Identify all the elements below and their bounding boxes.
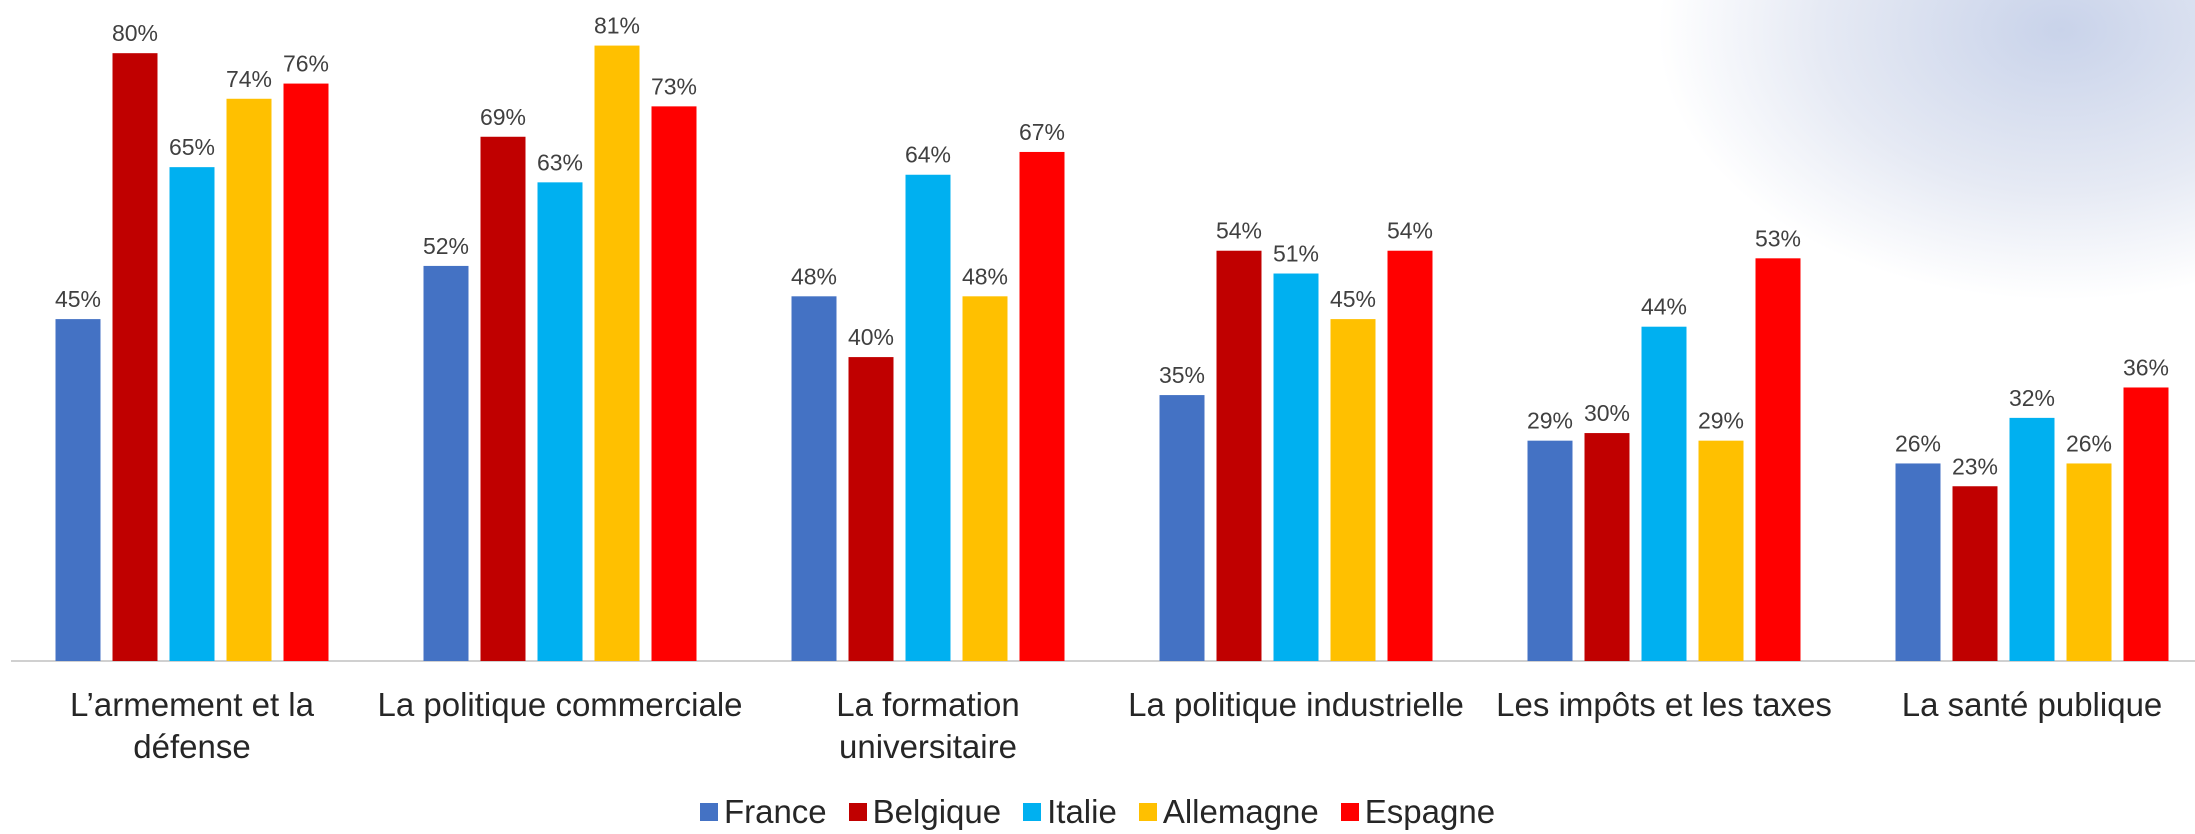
value-label: 54% <box>1387 218 1433 244</box>
value-label: 36% <box>2123 354 2169 380</box>
value-label: 52% <box>423 233 469 259</box>
legend-label: Allemagne <box>1162 793 1319 830</box>
x-tick-label: L’armement et la défense <box>70 686 314 765</box>
value-label: 51% <box>1273 241 1319 267</box>
value-label: 30% <box>1584 400 1630 426</box>
value-label: 32% <box>2009 385 2055 411</box>
legend-swatch <box>699 803 718 821</box>
bar <box>1273 273 1319 661</box>
bar <box>2009 417 2055 661</box>
value-label: 65% <box>169 134 215 160</box>
legend-swatch <box>1138 803 1157 821</box>
bar <box>594 45 640 662</box>
bar <box>1019 151 1065 661</box>
value-label: 67% <box>1019 119 1065 145</box>
value-label: 26% <box>2066 430 2112 456</box>
bar <box>791 296 837 661</box>
bar <box>1895 463 1941 661</box>
value-label: 80% <box>112 20 158 46</box>
value-label: 29% <box>1527 408 1573 434</box>
bar <box>423 265 469 661</box>
value-label: 48% <box>791 263 837 289</box>
legend-item: Allemagne <box>1138 793 1319 831</box>
value-label: 29% <box>1698 408 1744 434</box>
bar <box>2123 387 2169 661</box>
value-label: 45% <box>55 286 101 312</box>
value-label: 76% <box>283 51 329 77</box>
legend-item: France <box>699 793 827 831</box>
value-label: 54% <box>1216 218 1262 244</box>
value-label: 26% <box>1895 430 1941 456</box>
bar <box>1641 326 1687 661</box>
legend-swatch <box>848 803 867 821</box>
bar <box>2066 463 2112 661</box>
bar <box>962 296 1008 661</box>
bar <box>169 167 215 662</box>
legend-label: Belgique <box>872 793 1002 830</box>
value-label: 35% <box>1159 362 1205 388</box>
value-label: 23% <box>1952 453 1998 479</box>
value-label: 81% <box>594 13 640 39</box>
value-label: 45% <box>1330 286 1376 312</box>
legend-label: Espagne <box>1364 793 1496 830</box>
bar <box>1216 250 1262 662</box>
bar <box>1755 258 1801 661</box>
bar <box>1387 250 1433 662</box>
bar <box>1330 319 1376 661</box>
bar <box>537 182 583 661</box>
x-tick-label: La politique industrielle <box>1128 686 1464 723</box>
bar <box>480 136 526 662</box>
value-label: 63% <box>537 149 583 175</box>
x-tick-label: La politique commerciale <box>377 686 743 723</box>
bar <box>1527 440 1573 661</box>
value-label: 48% <box>962 263 1008 289</box>
value-label: 64% <box>905 142 951 168</box>
bar <box>1698 440 1744 661</box>
bar <box>1584 433 1630 661</box>
bar <box>55 319 101 661</box>
bar <box>848 357 894 661</box>
value-label: 53% <box>1755 225 1801 251</box>
legend-item: Espagne <box>1340 793 1496 831</box>
bar <box>226 98 272 661</box>
value-label: 73% <box>651 73 697 99</box>
legend-label: Italie <box>1047 793 1117 830</box>
value-label: 74% <box>226 66 272 92</box>
legend-label: France <box>723 793 827 830</box>
bar <box>651 106 697 662</box>
legend-swatch <box>1023 803 1042 821</box>
legend-item: Italie <box>1023 793 1117 831</box>
bar <box>1952 486 1998 661</box>
background-flag <box>1300 0 2195 600</box>
legend: France Belgique Italie Allemagne Espagne <box>0 793 2195 831</box>
value-label: 44% <box>1641 294 1687 320</box>
value-label: 40% <box>848 324 894 350</box>
bar <box>1159 395 1205 661</box>
bar <box>905 174 951 661</box>
x-tick-label: La formation universitaire <box>836 686 1020 765</box>
bar <box>283 83 329 662</box>
legend-swatch <box>1340 803 1359 821</box>
x-tick-label: La santé publique <box>1901 686 2163 723</box>
bar <box>112 53 158 662</box>
legend-item: Belgique <box>848 793 1002 831</box>
x-tick-label: Les impôts et les taxes <box>1496 686 1832 723</box>
value-label: 69% <box>480 104 526 130</box>
